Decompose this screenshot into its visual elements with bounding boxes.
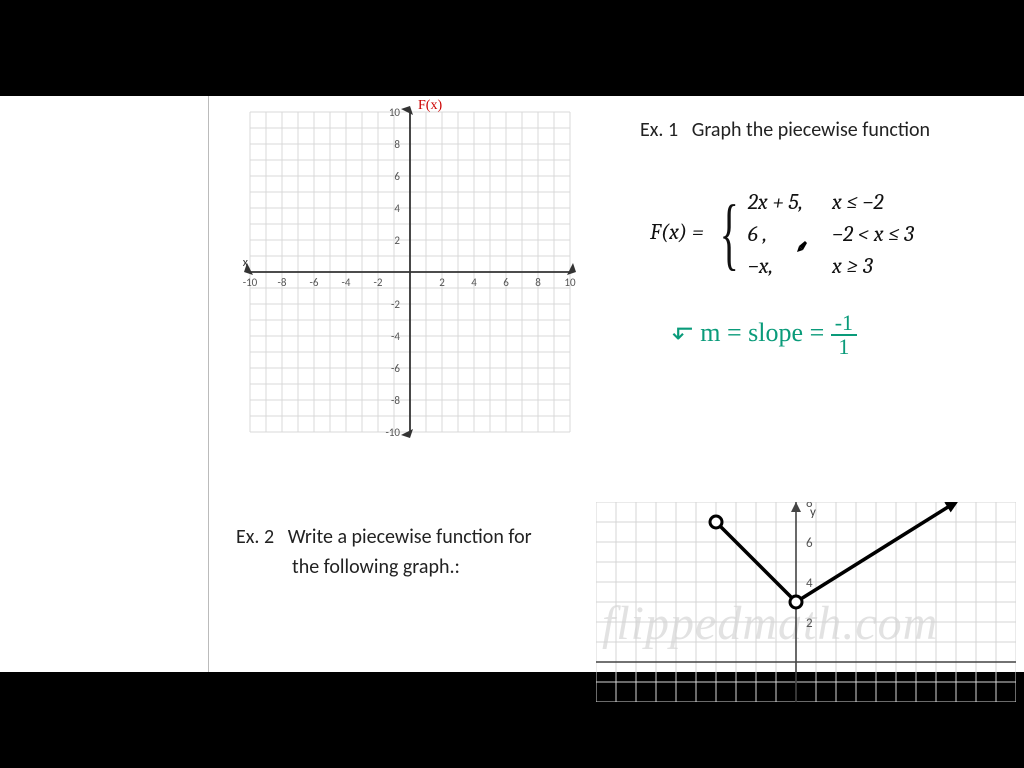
coordinate-grid-ex1: -10 -8 -6 -4 -2 2 4 6 8 10 -10 -8 -6 -4 -2 2 4 6 8 10 x bbox=[234, 96, 586, 464]
axis-label-fx: F(x) bbox=[418, 98, 442, 114]
piecewise-domains: x ≤ −2 −2 < x ≤ 3 x ≥ 3 bbox=[832, 186, 914, 282]
grid1-svg: -10 -8 -6 -4 -2 2 4 6 8 10 -10 -8 -6 -4 -2 2 4 6 8 10 x bbox=[234, 96, 586, 464]
svg-text:-10: -10 bbox=[385, 426, 400, 439]
coordinate-grid-ex2: 2468y bbox=[596, 502, 1016, 702]
svg-text:-4: -4 bbox=[342, 276, 351, 289]
svg-text:2: 2 bbox=[394, 234, 400, 247]
svg-text:6: 6 bbox=[394, 170, 400, 183]
svg-text:2: 2 bbox=[806, 616, 813, 631]
svg-text:2: 2 bbox=[439, 276, 445, 289]
handwritten-annotation: ↳ m = slope = -1 1 bbox=[668, 312, 857, 358]
piecewise-expressions: 2x + 5, 6 , −x, bbox=[748, 186, 803, 282]
piecewise-definition: F(x) = { 2x + 5, 6 , −x, x ≤ −2 −2 < x ≤… bbox=[650, 186, 914, 282]
ex1-heading-text: Graph the piecewise function bbox=[692, 118, 930, 142]
svg-text:8: 8 bbox=[535, 276, 541, 289]
svg-text:-8: -8 bbox=[278, 276, 287, 289]
piece-dom-2: x ≥ 3 bbox=[832, 250, 914, 282]
margin-rule bbox=[208, 96, 209, 672]
svg-text:-10: -10 bbox=[243, 276, 258, 289]
svg-text:10: 10 bbox=[389, 106, 401, 119]
svg-text:-6: -6 bbox=[391, 362, 400, 375]
grid2-svg: 2468y bbox=[596, 502, 1016, 702]
annotation-fraction: -1 1 bbox=[831, 312, 857, 358]
svg-text:-2: -2 bbox=[374, 276, 383, 289]
piece-expr-0: 2x + 5, bbox=[748, 186, 803, 218]
pen-cursor-icon bbox=[796, 241, 808, 253]
worksheet-page: -10 -8 -6 -4 -2 2 4 6 8 10 -10 -8 -6 -4 -2 2 4 6 8 10 x F(x)… bbox=[0, 96, 1024, 672]
annotation-text: m = slope = bbox=[700, 318, 824, 347]
svg-text:4: 4 bbox=[394, 202, 400, 215]
svg-text:x: x bbox=[243, 256, 249, 270]
svg-text:10: 10 bbox=[564, 276, 576, 289]
svg-text:8: 8 bbox=[394, 138, 400, 151]
ex1-prefix: Ex. 1 bbox=[640, 118, 678, 142]
svg-text:6: 6 bbox=[806, 536, 813, 551]
piece-expr-2: −x, bbox=[748, 250, 803, 282]
frac-denom: 1 bbox=[831, 336, 857, 358]
arrow-icon: ↳ bbox=[666, 322, 696, 344]
ex2-line2: the following graph.: bbox=[292, 552, 532, 582]
svg-text:-4: -4 bbox=[391, 330, 400, 343]
svg-text:-2: -2 bbox=[391, 298, 400, 311]
svg-text:y: y bbox=[810, 505, 816, 520]
ex2-line1: Write a piecewise function for bbox=[288, 525, 532, 549]
brace-icon: { bbox=[720, 204, 739, 264]
piece-dom-1: −2 < x ≤ 3 bbox=[832, 218, 914, 250]
piecewise-lhs: F(x) = bbox=[650, 219, 704, 245]
svg-text:4: 4 bbox=[806, 576, 813, 591]
svg-text:-8: -8 bbox=[391, 394, 400, 407]
ex2-prefix: Ex. 2 bbox=[236, 525, 274, 549]
piece-dom-0: x ≤ −2 bbox=[832, 186, 914, 218]
ex2-heading: Ex. 2 Write a piecewise function for the… bbox=[236, 522, 532, 582]
frac-numer: -1 bbox=[831, 312, 857, 336]
ex1-heading: Ex. 1 Graph the piecewise function bbox=[640, 118, 930, 142]
svg-text:6: 6 bbox=[503, 276, 509, 289]
svg-text:-6: -6 bbox=[310, 276, 319, 289]
piece-expr-1: 6 , bbox=[748, 218, 803, 250]
svg-text:4: 4 bbox=[471, 276, 477, 289]
